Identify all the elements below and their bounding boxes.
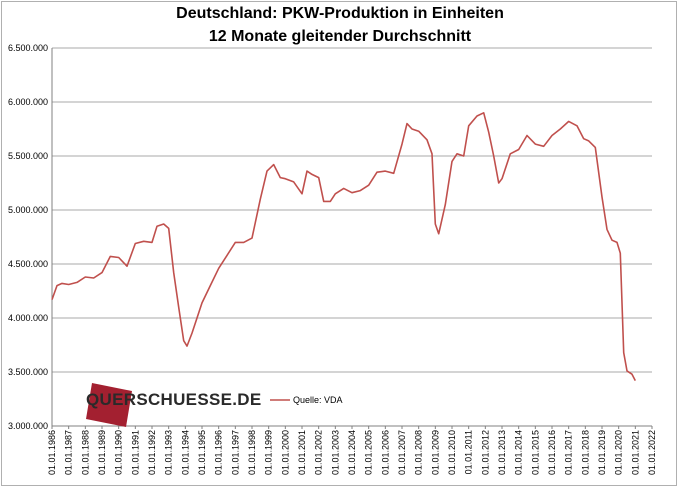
- x-tick-label: 01.01.2010: [447, 430, 457, 475]
- x-tick-label: 01.01.2022: [647, 430, 657, 475]
- y-tick-label: 3.500.000: [8, 367, 48, 377]
- x-tick-label: 01.01.1996: [214, 430, 224, 475]
- x-tick-label: 01.01.1999: [264, 430, 274, 475]
- axes: [51, 48, 653, 429]
- x-tick-label: 01.01.2019: [597, 430, 607, 475]
- y-tick-label: 6.500.000: [8, 43, 48, 53]
- x-tick-label: 01.01.1998: [247, 430, 257, 475]
- y-tick-label: 4.500.000: [8, 259, 48, 269]
- x-tick-label: 01.01.2003: [330, 430, 340, 475]
- x-tick-label: 01.01.2001: [297, 430, 307, 475]
- x-tick-label: 01.01.1991: [130, 430, 140, 475]
- x-tick-label: 01.01.2005: [364, 430, 374, 475]
- x-tick-label: 01.01.1993: [164, 430, 174, 475]
- x-tick-label: 01.01.2011: [464, 430, 474, 474]
- x-tick-label: 01.01.2014: [514, 430, 524, 475]
- x-tick-label: 01.01.1990: [114, 430, 124, 475]
- y-tick-label: 5.500.000: [8, 151, 48, 161]
- x-tick-label: 01.01.2015: [530, 430, 540, 475]
- y-tick-label: 6.000.000: [8, 97, 48, 107]
- x-tick-label: 01.01.1992: [147, 430, 157, 475]
- x-tick-label: 01.01.1989: [97, 430, 107, 475]
- watermark-logo: QUERSCHUESSE.DE: [86, 390, 262, 409]
- x-axis-tick-labels: 01.01.1986 01.01.1987 01.01.1988 01.01.1989…: [47, 430, 657, 475]
- x-tick-label: 01.01.2000: [280, 430, 290, 475]
- x-tick-label: 01.01.1995: [197, 430, 207, 475]
- x-tick-label: 01.01.1986: [47, 430, 57, 475]
- x-tick-label: 01.01.2006: [380, 430, 390, 475]
- watermark-logo-mark: [86, 383, 132, 427]
- x-tick-label: 01.01.2007: [397, 430, 407, 475]
- series-group: [51, 112, 637, 381]
- x-tick-label: 01.01.2018: [580, 430, 590, 475]
- x-tick-label: 01.01.1994: [180, 430, 190, 475]
- series-line-0: [51, 112, 637, 381]
- y-axis-tick-labels: 3.000.000 3.500.000 4.000.000 4.500.000 5.00…: [8, 43, 48, 431]
- chart-title: Deutschland: PKW-Produktion in Einheiten: [176, 5, 504, 22]
- y-tick-label: 4.000.000: [8, 313, 48, 323]
- x-tick-label: 01.01.2009: [430, 430, 440, 475]
- legend-label: Quelle: VDA: [293, 395, 343, 405]
- x-tick-label: 01.01.2008: [414, 430, 424, 475]
- x-tick-label: 01.01.1988: [80, 430, 90, 475]
- legend: Quelle: VDA: [270, 395, 343, 405]
- x-tick-label: 01.01.1997: [230, 430, 240, 475]
- x-tick-label: 01.01.2020: [614, 430, 624, 475]
- x-tick-label: 01.01.2021: [630, 430, 640, 475]
- x-tick-label: 01.01.2002: [314, 430, 324, 475]
- y-tick-label: 5.000.000: [8, 205, 48, 215]
- y-tick-label: 3.000.000: [8, 421, 48, 431]
- x-tick-label: 01.01.2013: [497, 430, 507, 475]
- x-tick-label: 01.01.1987: [64, 430, 74, 475]
- x-tick-label: 01.01.2017: [564, 430, 574, 475]
- x-tick-label: 01.01.2016: [547, 430, 557, 475]
- gridlines: [52, 47, 652, 427]
- chart-subtitle: 12 Monate gleitender Durchschnitt: [208, 28, 472, 45]
- x-tick-label: 01.01.2012: [480, 430, 490, 475]
- x-tick-label: 01.01.2004: [347, 430, 357, 475]
